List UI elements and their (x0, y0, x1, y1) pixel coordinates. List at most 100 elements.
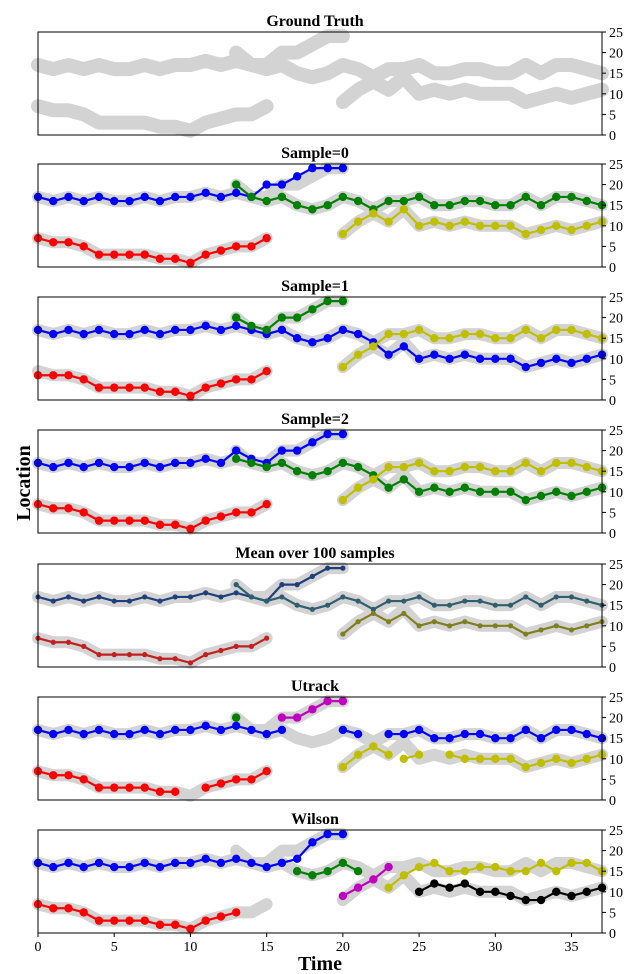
y-tick-label: 10 (609, 88, 623, 103)
track-point (201, 854, 210, 864)
track-point (491, 862, 500, 872)
track-point (79, 729, 88, 739)
track-point (430, 334, 439, 343)
track-point (582, 754, 591, 763)
track-point (369, 209, 378, 218)
track-point (414, 458, 424, 468)
track-line-olive (342, 612, 603, 636)
track-point (446, 623, 453, 629)
track-point (292, 201, 302, 210)
track-point (323, 829, 332, 839)
x-tick-label: 0 (35, 940, 42, 955)
ground-truth-band (31, 99, 274, 138)
track-point (292, 867, 302, 876)
y-tick-label: 25 (609, 26, 623, 41)
track-point (279, 594, 285, 600)
track-point (552, 754, 561, 763)
track-point (491, 221, 500, 230)
track-point (140, 783, 149, 792)
y-tick-label: 20 (609, 579, 623, 594)
track-point (231, 446, 241, 455)
track-line-yellow (342, 745, 390, 768)
track-point (462, 619, 468, 625)
track-point (353, 867, 363, 876)
track-point (582, 729, 591, 739)
track-point (477, 598, 483, 604)
panel-title: Ground Truth (266, 13, 363, 30)
track-point (94, 858, 104, 868)
track-point (340, 631, 346, 637)
track-point (172, 656, 178, 662)
y-tick-label: 5 (609, 373, 616, 388)
track-point (262, 729, 271, 739)
track-point (277, 458, 287, 468)
track-point (584, 623, 590, 629)
track-point (538, 602, 544, 608)
track-point (110, 462, 119, 472)
track-point (567, 225, 576, 235)
track-point (231, 375, 241, 384)
axes-frame (37, 563, 603, 668)
axes-frame (37, 163, 603, 268)
x-tick-label: 10 (183, 940, 197, 955)
y-tick-label: 20 (609, 179, 623, 194)
track-line-magenta (342, 866, 390, 897)
track-point (79, 242, 88, 251)
track-point (462, 598, 468, 604)
track-point (64, 858, 73, 868)
track-point (292, 713, 302, 722)
track-point (521, 325, 530, 335)
x-tick-label: 15 (260, 940, 274, 955)
track-point (292, 313, 302, 322)
track-point (338, 229, 348, 239)
track-point (506, 334, 515, 343)
track-point (475, 462, 485, 472)
track-point (279, 582, 285, 588)
track-point (49, 729, 58, 739)
x-tick-label: 25 (412, 940, 426, 955)
track-point (64, 725, 73, 735)
track-point (64, 238, 73, 247)
track-point (506, 467, 515, 476)
track-point (216, 192, 226, 202)
track-point (507, 623, 514, 629)
track-point (323, 696, 332, 706)
track-point (338, 762, 348, 772)
track-point (79, 862, 88, 872)
track-point (460, 196, 470, 206)
track-point (430, 734, 439, 743)
track-point (247, 192, 256, 202)
track-point (536, 201, 546, 210)
track-point (399, 754, 409, 763)
track-point (94, 725, 104, 735)
track-point (353, 883, 363, 892)
track-point (567, 758, 576, 768)
y-tick-label: 0 (609, 129, 616, 144)
track-point (567, 725, 576, 735)
track-point (553, 623, 559, 629)
track-point (125, 196, 134, 206)
track-point (186, 258, 195, 268)
track-point (308, 471, 317, 480)
y-tick-label: 20 (609, 712, 623, 727)
track-point (568, 594, 575, 600)
track-point (414, 221, 424, 230)
track-point (155, 387, 165, 396)
track-point (491, 334, 500, 343)
track-point (186, 458, 195, 468)
track-point (216, 379, 226, 388)
track-point (170, 192, 180, 202)
track-point (110, 516, 119, 525)
ground-truth-band (31, 53, 609, 85)
track-point (277, 725, 287, 735)
track-point (201, 516, 210, 525)
track-point (445, 467, 454, 476)
track-point (430, 483, 439, 492)
track-point (414, 725, 424, 735)
track-point (216, 858, 226, 868)
track-point (248, 594, 255, 600)
y-tick-label: 10 (609, 353, 623, 368)
track-line-darkred (37, 637, 268, 665)
track-point (170, 520, 180, 529)
track-point (172, 594, 178, 600)
